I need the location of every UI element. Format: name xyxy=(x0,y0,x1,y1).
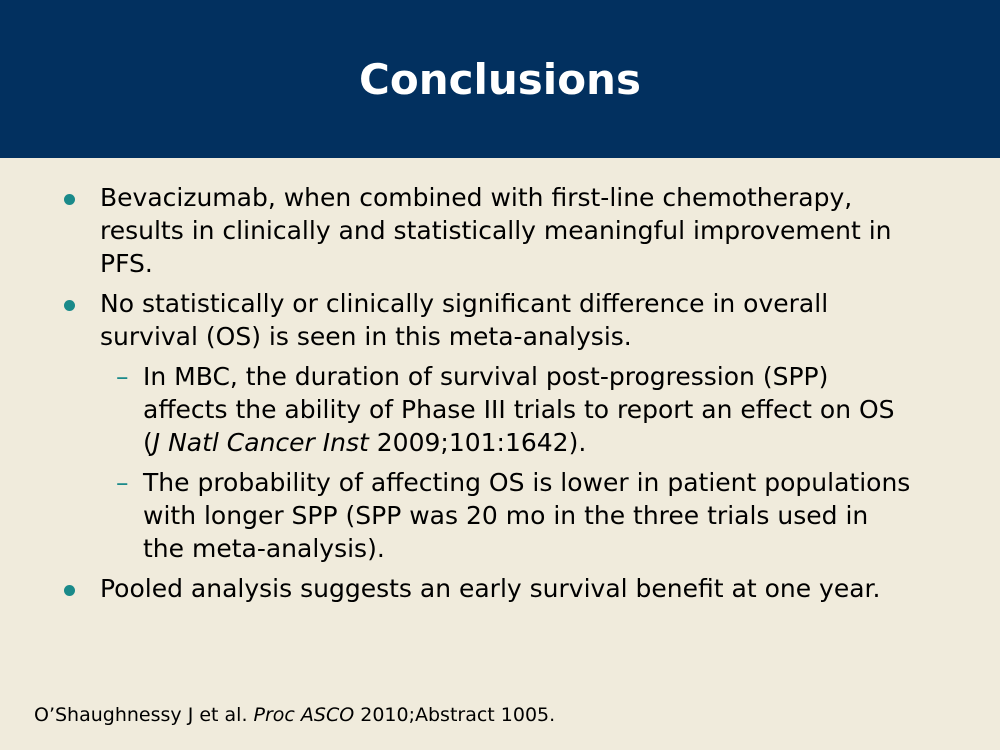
bullet-dot-icon xyxy=(64,585,75,596)
bullet-text: Pooled analysis suggests an early surviv… xyxy=(100,574,881,603)
bullet-item: Bevacizumab, when combined with first-li… xyxy=(0,181,920,280)
dash-icon: – xyxy=(116,362,129,391)
subbullet-text: The probability of affecting OS is lower… xyxy=(143,468,911,563)
citation-details: 2010;Abstract 1005. xyxy=(354,704,556,726)
citation-authors: O’Shaughnessy J et al. xyxy=(34,704,254,726)
citation-footer: O’Shaughnessy J et al. Proc ASCO 2010;Ab… xyxy=(34,702,555,728)
bullet-text: No statistically or clinically significa… xyxy=(100,289,829,351)
bullet-text: Bevacizumab, when combined with first-li… xyxy=(100,183,892,278)
bullet-item: No statistically or clinically significa… xyxy=(0,287,920,353)
subbullet-item: – The probability of affecting OS is low… xyxy=(0,466,913,565)
title-bar: Conclusions xyxy=(0,0,1000,158)
slide-content: Bevacizumab, when combined with first-li… xyxy=(0,181,1000,612)
subbullet-text-after: 2009;101:1642). xyxy=(368,428,587,457)
slide-title: Conclusions xyxy=(359,55,641,104)
citation-journal: Proc ASCO xyxy=(253,704,355,726)
subbullet-item: – In MBC, the duration of survival post-… xyxy=(0,360,913,459)
subbullet-text-before: In MBC, the duration of survival post-pr… xyxy=(143,362,895,457)
dash-icon: – xyxy=(116,468,129,497)
bullet-item: Pooled analysis suggests an early surviv… xyxy=(0,572,920,605)
bullet-dot-icon xyxy=(64,194,75,205)
journal-name: J Natl Cancer Inst xyxy=(152,428,369,457)
bullet-dot-icon xyxy=(64,300,75,311)
